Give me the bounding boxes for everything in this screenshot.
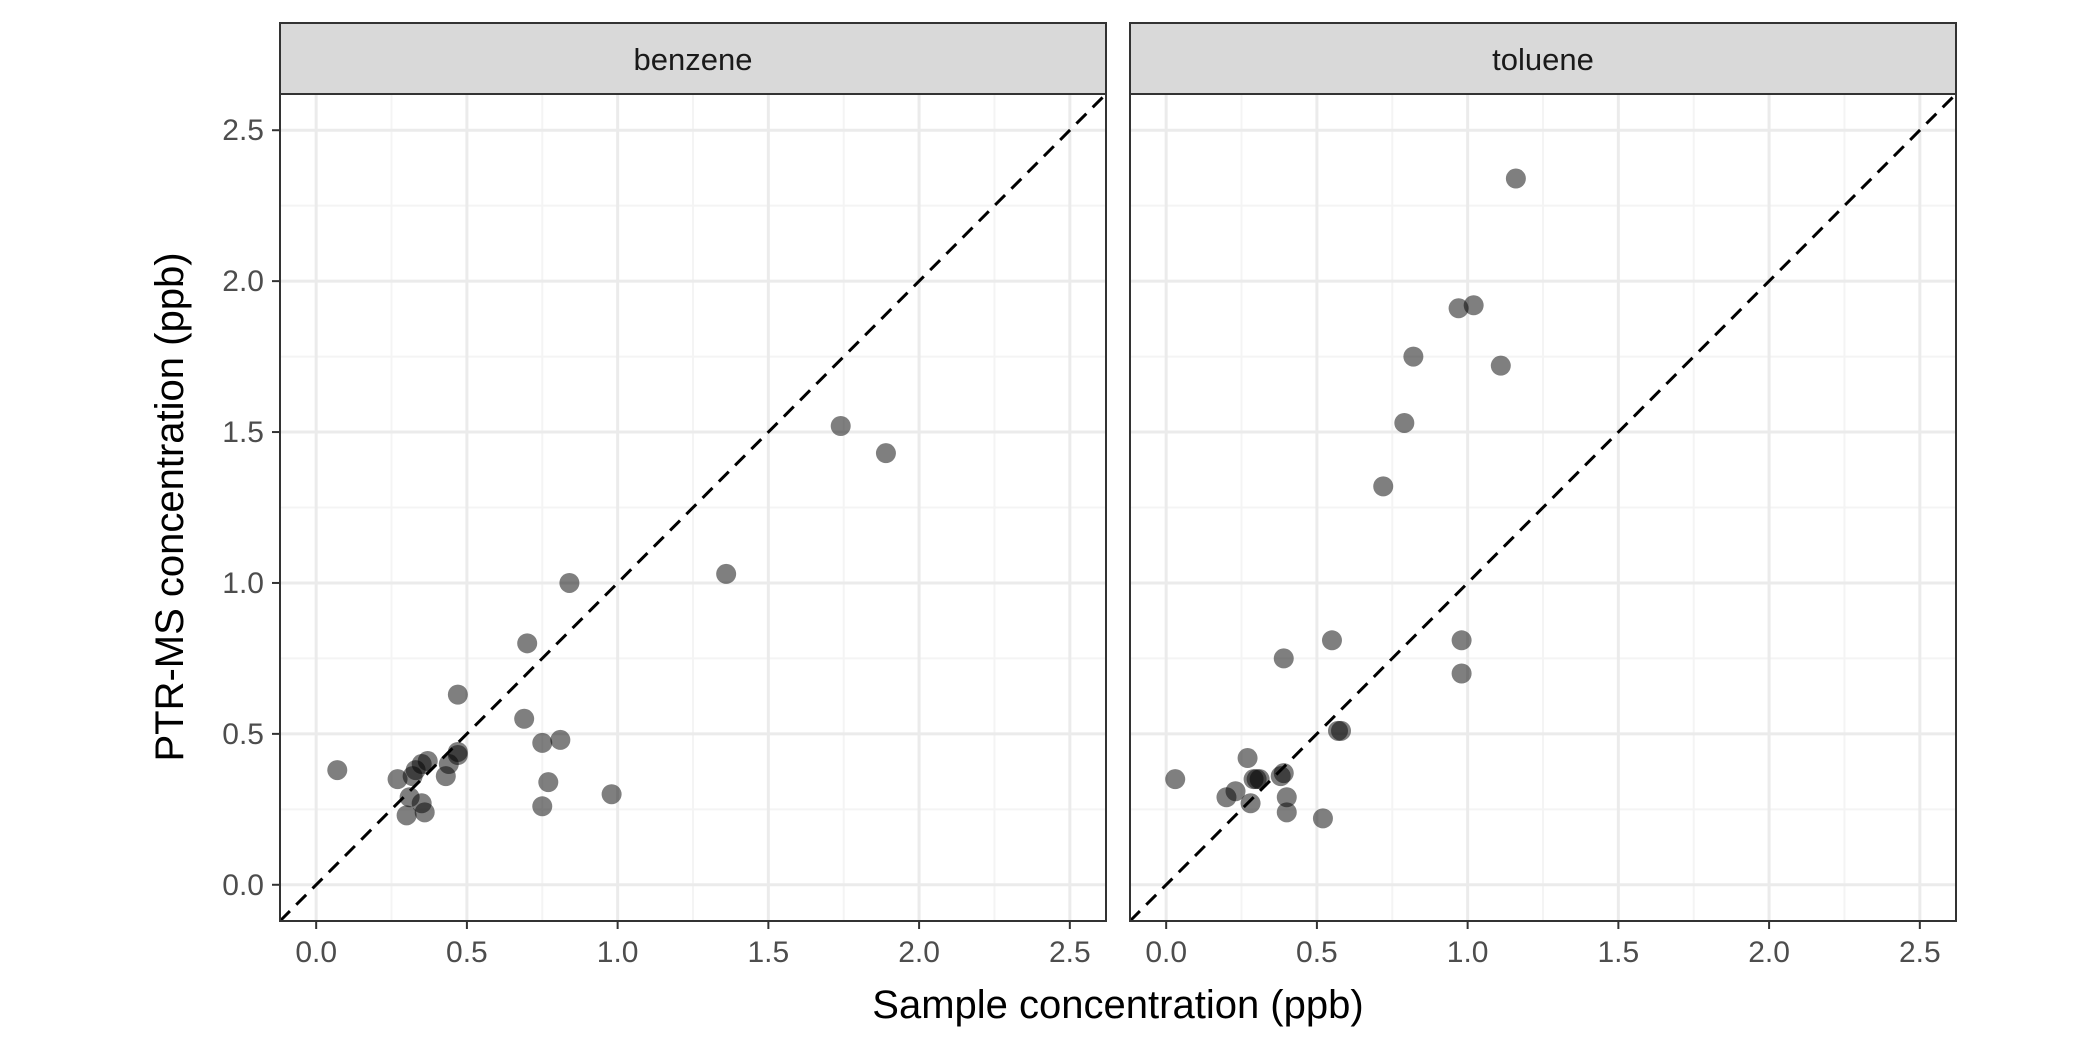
panel-frame	[1129, 93, 1957, 922]
x-tick-label: 2.0	[898, 936, 940, 969]
x-tick-label: 1.0	[597, 936, 639, 969]
data-point	[1276, 787, 1297, 808]
data-point	[1165, 769, 1186, 790]
x-tick-label: 0.5	[446, 936, 488, 969]
data-point	[1463, 295, 1484, 316]
data-point	[1225, 781, 1246, 802]
y-tick-label: 0.0	[222, 869, 264, 902]
x-tick-label: 1.0	[1447, 936, 1489, 969]
data-point	[830, 416, 851, 437]
data-point	[550, 729, 571, 750]
data-point	[875, 443, 896, 464]
strip-label: benzene	[634, 42, 753, 77]
data-point	[517, 633, 538, 654]
y-tick-label: 2.5	[222, 114, 264, 147]
strip-label: toluene	[1492, 42, 1594, 77]
data-point	[1451, 663, 1472, 684]
data-point	[1273, 648, 1294, 669]
data-point	[1451, 630, 1472, 651]
data-point	[1240, 793, 1261, 814]
y-tick-label: 1.0	[222, 567, 264, 600]
data-point	[716, 563, 737, 584]
y-axis-title: PTR-MS concentration (ppb)	[148, 252, 192, 761]
data-point	[387, 769, 408, 790]
data-point	[1394, 412, 1415, 433]
strip-background	[1129, 22, 1957, 95]
x-axis-title: Sample concentration (ppb)	[872, 983, 1363, 1027]
data-point	[538, 772, 559, 793]
data-point	[1273, 763, 1294, 784]
x-tick-label: 0.0	[1145, 936, 1187, 969]
data-point	[396, 805, 417, 826]
x-tick-label: 2.5	[1899, 936, 1941, 969]
x-tick-label: 1.5	[1598, 936, 1640, 969]
data-point	[532, 732, 553, 753]
y-tick-label: 1.5	[222, 416, 264, 449]
x-tick-label: 0.0	[295, 936, 337, 969]
data-point	[1505, 168, 1526, 189]
data-point	[532, 796, 553, 817]
panel-frame	[279, 93, 1107, 922]
x-tick-label: 1.5	[748, 936, 790, 969]
data-point	[1249, 769, 1270, 790]
data-point	[327, 760, 348, 781]
x-tick-label: 2.5	[1049, 936, 1091, 969]
strip-background	[279, 22, 1107, 95]
data-point	[1490, 355, 1511, 376]
data-point	[414, 802, 435, 823]
data-point	[417, 751, 438, 772]
data-point	[447, 684, 468, 705]
y-tick-label: 2.0	[222, 265, 264, 298]
data-point	[1312, 808, 1333, 829]
data-point	[1403, 346, 1424, 367]
data-point	[1331, 720, 1352, 741]
data-point	[1321, 630, 1342, 651]
data-point	[1448, 298, 1469, 319]
y-axis: 0.0 0.5 1.0 1.5 2.0 2.5	[222, 114, 280, 902]
data-point	[1276, 802, 1297, 823]
panel-benzene: benzene 0.0 0.5 1.0 1.5 2.0 2.5	[278, 22, 1108, 969]
data-point	[559, 572, 580, 593]
data-point	[447, 741, 468, 762]
x-tick-label: 2.0	[1748, 936, 1790, 969]
data-point	[1373, 476, 1394, 497]
panel-toluene: toluene 0.0 0.5 1.0 1.5 2.0 2.5	[1128, 22, 1958, 969]
y-tick-label: 0.5	[222, 718, 264, 751]
data-point	[601, 784, 622, 805]
x-tick-label: 0.5	[1296, 936, 1338, 969]
data-point	[514, 708, 535, 729]
data-point	[1237, 748, 1258, 769]
